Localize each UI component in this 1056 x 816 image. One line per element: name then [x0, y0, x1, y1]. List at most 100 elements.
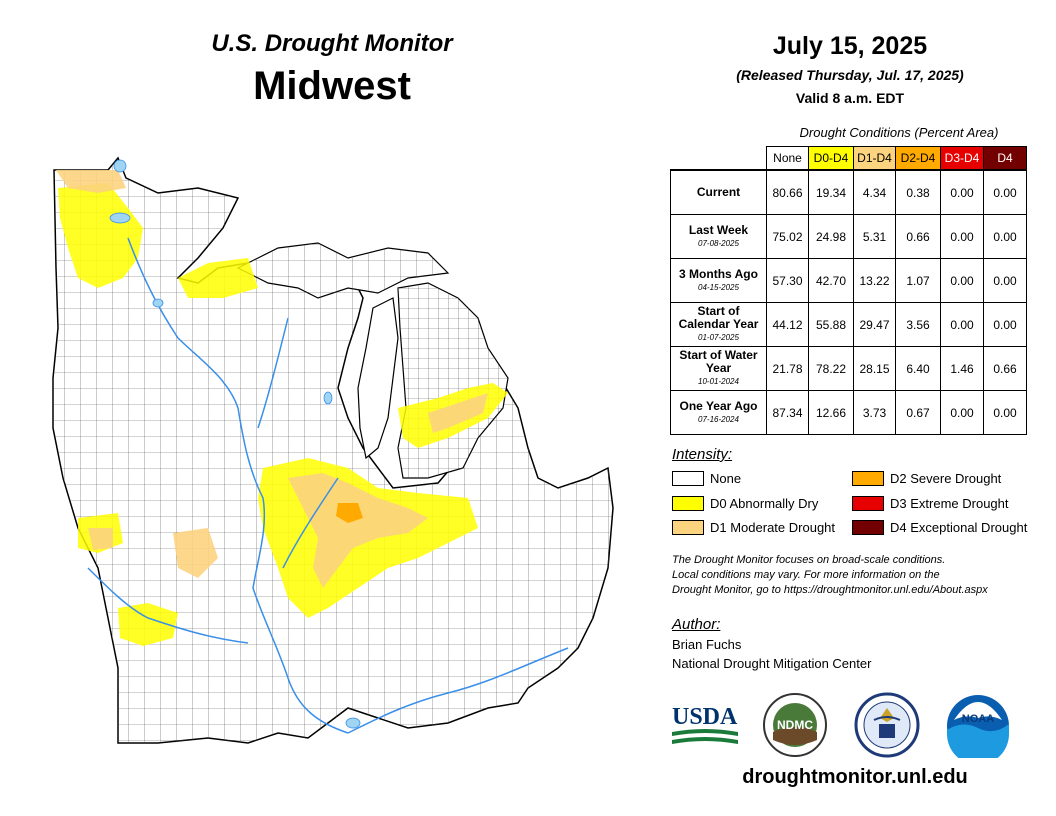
cell-value: 5.31	[853, 214, 896, 259]
cell-value: 55.88	[808, 302, 854, 347]
cell-value: 0.38	[895, 169, 941, 215]
author-name: Brian Fuchs	[672, 637, 742, 652]
row-label-last-week: Last Week 07-08-2025	[670, 214, 767, 259]
cell-value: 3.56	[895, 302, 941, 347]
legend-swatch	[672, 496, 704, 511]
cell-value: 44.12	[766, 302, 809, 347]
d0-minnesota-arrowhead	[178, 258, 258, 298]
cell-value: 1.46	[940, 346, 984, 391]
cell-value: 0.00	[940, 258, 984, 303]
disclaimer-note: The Drought Monitor focuses on broad-sca…	[672, 554, 988, 596]
mississippi-river	[127, 237, 349, 734]
legend-item-d4: D4 Exceptional Drought	[852, 520, 1027, 535]
cell-value: 0.00	[983, 390, 1027, 435]
release-date: (Released Thursday, Jul. 17, 2025)	[736, 67, 964, 83]
table-row: Start of Water Year 10-01-2024 21.78 78.2…	[670, 346, 1027, 391]
row-label-start-of-water-year: Start of Water Year 10-01-2024	[670, 346, 767, 391]
cell-value: 80.66	[766, 169, 809, 215]
svg-text:USDA: USDA	[672, 704, 738, 730]
col-header-d3-d4: D3-D4	[940, 146, 984, 171]
cell-value: 75.02	[766, 214, 809, 259]
legend-item-d3: D3 Extreme Drought	[852, 496, 1009, 511]
d1-michigan-east	[428, 393, 488, 433]
col-header-none: None	[766, 146, 809, 171]
website-link[interactable]: droughtmonitor.unl.edu	[742, 766, 968, 788]
cell-value: 57.30	[766, 258, 809, 303]
cell-value: 0.00	[983, 169, 1027, 215]
cell-value: 12.66	[808, 390, 854, 435]
cell-value: 0.67	[895, 390, 941, 435]
table-row: Start of Calendar Year 01-07-2025 44.12 5…	[670, 302, 1027, 347]
row-label-one-year-ago: One Year Ago 07-16-2024	[670, 390, 767, 435]
cell-value: 29.47	[853, 302, 896, 347]
cell-value: 3.73	[853, 390, 896, 435]
cell-value: 19.34	[808, 169, 854, 215]
row-label-3-months-ago: 3 Months Ago 04-15-2025	[670, 258, 767, 303]
col-header-d2-d4: D2-D4	[895, 146, 941, 171]
map-title: Midwest	[253, 64, 411, 108]
d1-minnesota-north	[56, 170, 126, 193]
cell-value: 0.00	[983, 214, 1027, 259]
commerce-seal-icon	[854, 692, 920, 758]
table-row: Current 80.66 19.34 4.34 0.38 0.00 0.00	[670, 169, 1027, 215]
d0-minnesota-nw	[58, 183, 143, 288]
legend-item-d2: D2 Severe Drought	[852, 471, 1001, 486]
legend-swatch	[672, 520, 704, 535]
row-label-start-of-calendar-year: Start of Calendar Year 01-07-2025	[670, 302, 767, 347]
usda-logo-icon: USDA	[672, 704, 738, 744]
cell-value: 0.00	[983, 302, 1027, 347]
cell-value: 0.00	[940, 390, 984, 435]
map-date: July 15, 2025	[772, 32, 928, 60]
small-lakes	[109, 159, 361, 729]
legend-item-d0: D0 Abnormally Dry	[672, 496, 818, 511]
cell-value: 0.00	[983, 258, 1027, 303]
cell-value: 24.98	[808, 214, 854, 259]
lake-michigan	[357, 297, 399, 460]
legend-item-none: None	[672, 471, 741, 486]
d0-missouri	[118, 603, 178, 646]
cell-value: 42.70	[808, 258, 854, 303]
illinois-river	[282, 477, 339, 569]
cell-value: 6.40	[895, 346, 941, 391]
table-row: Last Week 07-08-2025 75.02 24.98 5.31 0.6…	[670, 214, 1027, 259]
row-label-current: Current	[670, 169, 767, 215]
cell-value: 0.00	[940, 169, 984, 215]
cell-value: 0.66	[895, 214, 941, 259]
drought-conditions-table: None D0-D4 D1-D4 D2-D4 D3-D4 D4 Current …	[670, 146, 1027, 435]
cell-value: 0.00	[940, 214, 984, 259]
wisconsin-river	[257, 317, 289, 429]
legend-swatch	[852, 471, 884, 486]
ohio-river	[347, 647, 569, 734]
author-title: Author:	[672, 616, 721, 633]
cell-value: 78.22	[808, 346, 854, 391]
legend-swatch	[852, 520, 884, 535]
table-row: 3 Months Ago 04-15-2025 57.30 42.70 13.22…	[670, 258, 1027, 303]
cell-value: 1.07	[895, 258, 941, 303]
cell-value: 0.00	[940, 302, 984, 347]
cell-value: 4.34	[853, 169, 896, 215]
table-header-row: None D0-D4 D1-D4 D2-D4 D3-D4 D4	[671, 146, 1027, 171]
col-header-d1-d4: D1-D4	[853, 146, 896, 171]
rivers	[87, 237, 569, 734]
map-subtitle: U.S. Drought Monitor	[211, 30, 453, 57]
missouri-river	[87, 567, 249, 644]
cell-value: 21.78	[766, 346, 809, 391]
col-header-d4: D4	[983, 146, 1027, 171]
d1-iowa-west	[88, 528, 113, 550]
legend-item-d1: D1 Moderate Drought	[672, 520, 835, 535]
svg-text:NDMC: NDMC	[777, 718, 813, 732]
cell-value: 87.34	[766, 390, 809, 435]
table-caption: Drought Conditions (Percent Area)	[799, 125, 999, 140]
cell-value: 28.15	[853, 346, 896, 391]
d1-iowa-south	[173, 528, 218, 578]
ndmc-seal-icon: NDMC	[763, 693, 827, 757]
author-org: National Drought Mitigation Center	[672, 656, 872, 671]
midwest-drought-map	[52, 156, 614, 744]
legend-swatch	[852, 496, 884, 511]
col-header-d0-d4: D0-D4	[808, 146, 854, 171]
noaa-logo-icon: NOAA	[947, 695, 1009, 758]
legend-swatch	[672, 471, 704, 486]
d2-illinois	[336, 503, 363, 523]
cell-value: 0.66	[983, 346, 1027, 391]
table-row: One Year Ago 07-16-2024 87.34 12.66 3.73 …	[670, 390, 1027, 435]
